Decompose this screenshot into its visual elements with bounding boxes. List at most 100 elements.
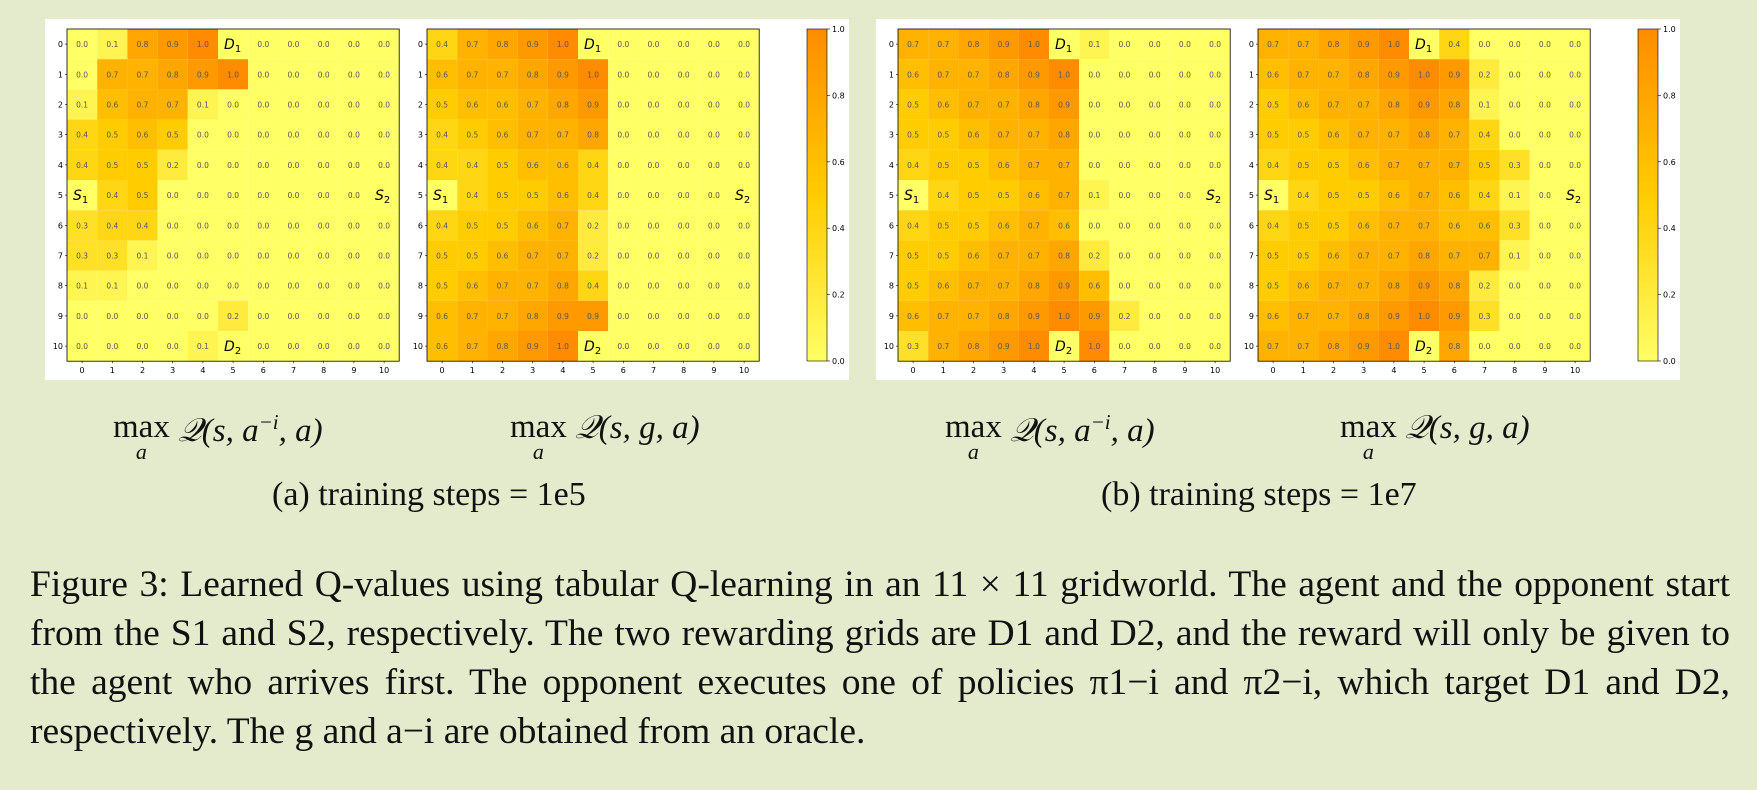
heatmap-cell-value: 0.0 (227, 101, 239, 110)
heatmap-cell-value: 0.9 (1058, 101, 1070, 110)
colorbar-tick-label: 1.0 (1663, 25, 1676, 34)
heatmap-cell (67, 240, 98, 271)
heatmap-cell-value: 0.7 (937, 40, 949, 49)
heatmap-cell-value: 0.7 (937, 342, 949, 351)
heatmap-cell-value: 0.7 (1448, 161, 1460, 170)
special-cell-label: D1 (1415, 37, 1432, 55)
heatmap-cell (898, 210, 929, 241)
x-tick-label: 3 (1001, 366, 1006, 375)
heatmap-cell-value: 0.7 (1028, 252, 1040, 261)
heatmap-cell (608, 119, 639, 150)
x-tick-label: 6 (1092, 366, 1097, 375)
heatmap-cell-value: 0.7 (1267, 342, 1279, 351)
heatmap-cell-value: 0.0 (1539, 70, 1551, 79)
heatmap-cell (1018, 240, 1049, 271)
heatmap-cell (958, 331, 989, 362)
heatmap-cell-value: 0.2 (1119, 312, 1131, 321)
heatmap-cell-value: 0.0 (708, 161, 720, 170)
heatmap-cell-value: 0.6 (1297, 282, 1309, 291)
heatmap-cell (1318, 180, 1349, 211)
special-cell-label: D1 (1055, 37, 1072, 55)
heatmap-cell-value: 0.0 (257, 40, 269, 49)
heatmap-cell (1348, 180, 1379, 211)
heatmap-cell-value: 0.8 (1418, 252, 1430, 261)
heatmap-cell-value: 0.0 (318, 161, 330, 170)
heatmap-cell-value: 0.0 (137, 282, 149, 291)
heatmap-cell (187, 89, 218, 120)
heatmap-cell (97, 240, 128, 271)
heatmap-cell (608, 300, 639, 331)
heatmap-cell-value: 0.0 (738, 101, 750, 110)
heatmap-cell (218, 210, 249, 241)
x-tick-label: 2 (500, 366, 505, 375)
heatmap-cell (1018, 119, 1049, 150)
x-tick-label: 0 (80, 366, 85, 375)
heatmap-cell-value: 0.0 (678, 191, 690, 200)
heatmap-cell (608, 270, 639, 301)
heatmap-cell (1200, 89, 1231, 120)
heatmap-cell-value: 0.7 (466, 40, 478, 49)
heatmap-cell (1409, 240, 1440, 271)
heatmap-cell-value: 0.7 (998, 252, 1010, 261)
heatmap-cell-value: 0.5 (907, 131, 919, 140)
heatmap-cell (338, 119, 369, 150)
heatmap-cell (1499, 59, 1530, 90)
heatmap-cell (1560, 29, 1591, 60)
heatmap-caption-a-left: max a 𝒬(s, a−i, a) (113, 409, 323, 464)
heatmap-cell-value: 0.9 (197, 70, 209, 79)
heatmap-cell (427, 119, 458, 150)
heatmap-cell (698, 270, 729, 301)
heatmap-cell (1109, 59, 1140, 90)
heatmap-cell-value: 0.2 (1088, 252, 1100, 261)
colorbar (1637, 28, 1659, 362)
heatmap-cell (1288, 270, 1319, 301)
heatmap-cell (1258, 29, 1289, 60)
heatmap-cell-value: 0.0 (137, 312, 149, 321)
heatmap-cell (1200, 59, 1231, 90)
heatmap-cell-value: 1.0 (1418, 70, 1430, 79)
x-tick-label: 9 (1542, 366, 1547, 375)
heatmap-cell (67, 210, 98, 241)
heatmap-cell (1348, 29, 1379, 60)
heatmap-cell (338, 210, 369, 241)
heatmap-cell-value: 0.0 (648, 191, 660, 200)
heatmap-cell (1318, 89, 1349, 120)
heatmap-cell (1049, 119, 1080, 150)
heatmap-cell (157, 240, 188, 271)
heatmap-cell-value: 0.0 (348, 221, 360, 230)
heatmap-cell (1469, 29, 1500, 60)
heatmap-cell (1288, 119, 1319, 150)
heatmap-cell-value: 0.0 (1209, 161, 1221, 170)
heatmap-cell (1469, 240, 1500, 271)
heatmap-cell (369, 59, 400, 90)
heatmap-cell (547, 270, 578, 301)
heatmap-cell-value: 0.7 (527, 282, 539, 291)
heatmap-cell-value: 0.7 (1388, 252, 1400, 261)
y-tick-label: 0 (1249, 40, 1254, 49)
heatmap-cell-value: 0.4 (106, 221, 118, 230)
y-tick-label: 3 (418, 131, 423, 140)
heatmap-cell (1409, 300, 1440, 331)
heatmap-cell (187, 149, 218, 180)
heatmap-cell-value: 0.7 (968, 101, 980, 110)
heatmap-cell-value: 0.7 (1479, 252, 1491, 261)
heatmap-cell-value: 0.0 (1569, 131, 1581, 140)
heatmap-cell (1409, 331, 1440, 362)
heatmap-cell (1079, 149, 1110, 180)
heatmap-cell-value: 0.9 (1028, 312, 1040, 321)
heatmap-cell-value: 0.6 (1028, 191, 1040, 200)
heatmap-cell (668, 119, 699, 150)
heatmap-cell (248, 89, 279, 120)
heatmap-cell-value: 0.5 (1267, 101, 1279, 110)
heatmap-cell (1469, 89, 1500, 120)
heatmap-cell (698, 149, 729, 180)
y-tick-label: 4 (1249, 161, 1254, 170)
heatmap-cell (127, 210, 158, 241)
heatmap-cell-value: 0.5 (497, 161, 509, 170)
heatmap-cell (1348, 59, 1379, 90)
heatmap-cell-value: 0.7 (968, 70, 980, 79)
heatmap-cell-value: 0.5 (106, 161, 118, 170)
heatmap-cell (157, 270, 188, 301)
heatmap-cell-value: 0.0 (378, 252, 390, 261)
heatmap-cell (1169, 270, 1200, 301)
